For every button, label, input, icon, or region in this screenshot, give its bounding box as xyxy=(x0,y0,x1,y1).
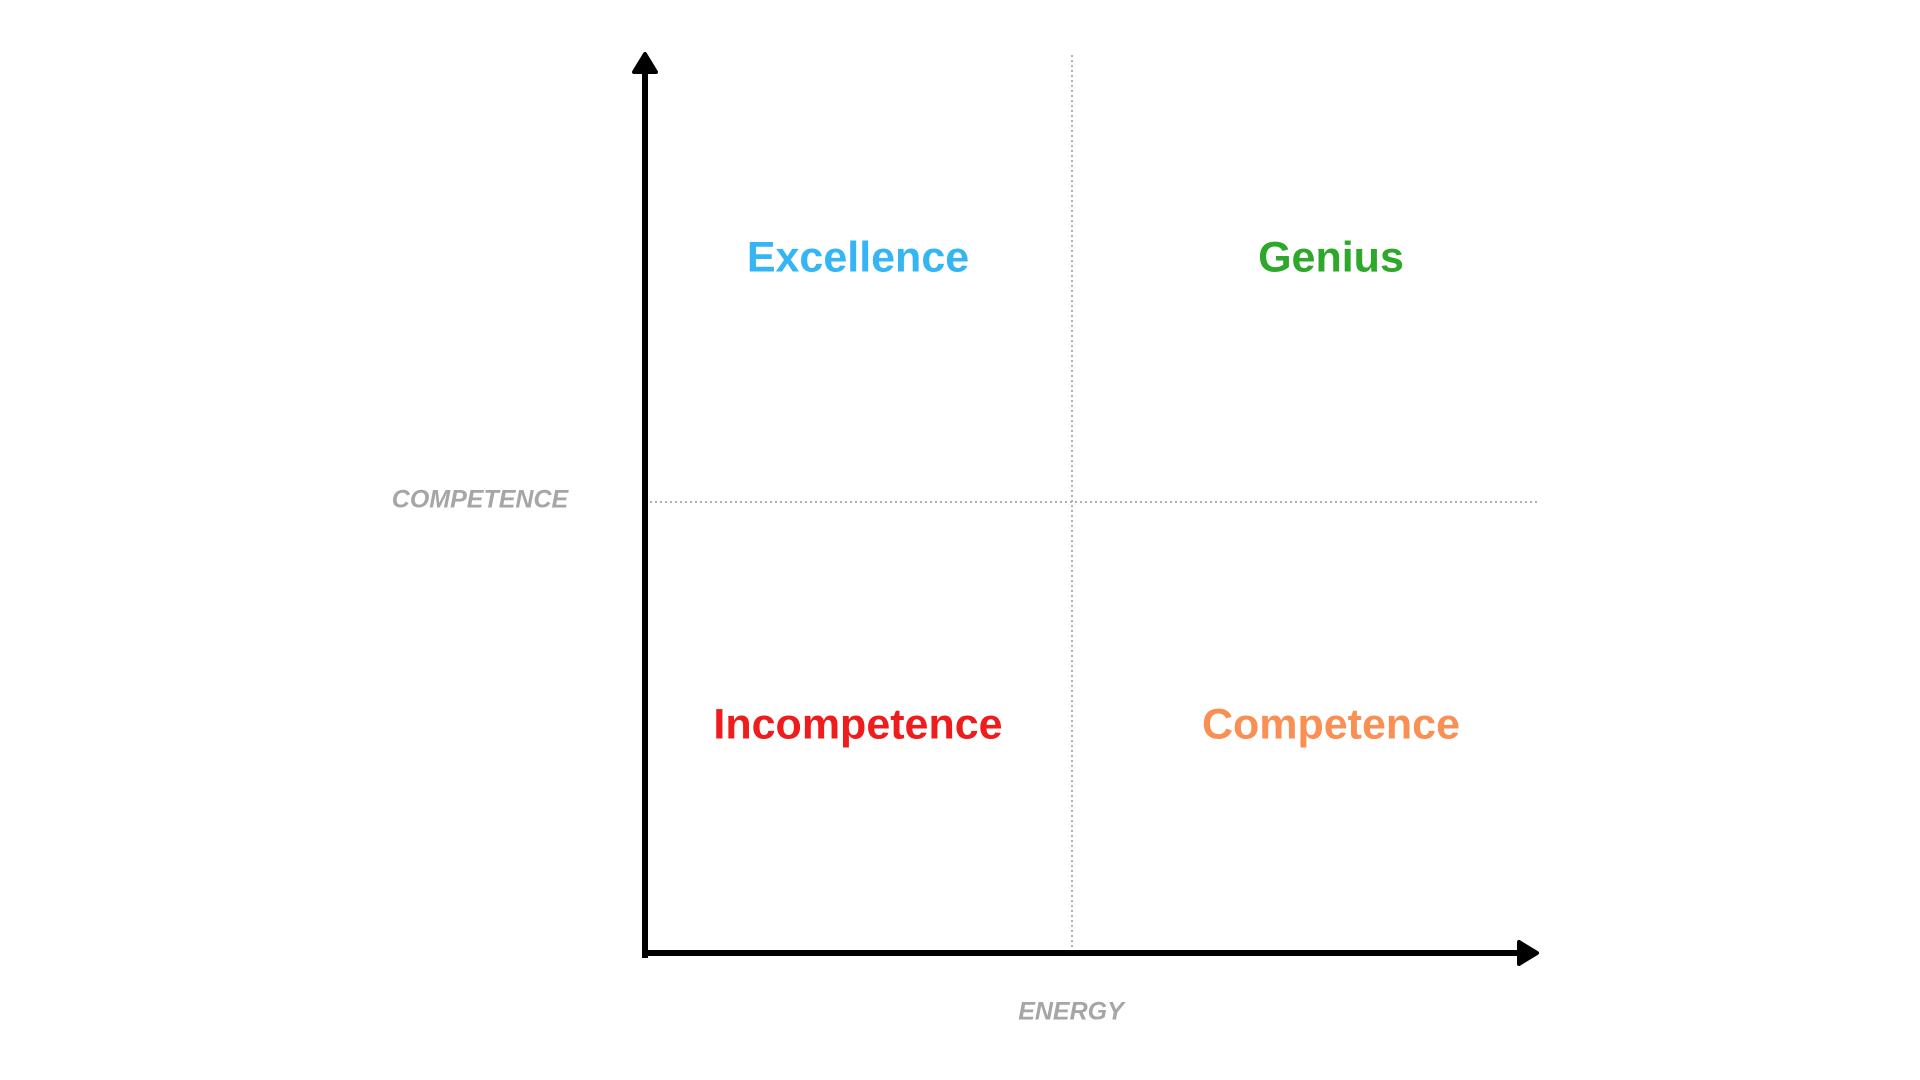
quadrant-label-genius: Genius xyxy=(1258,233,1404,281)
y-axis-label: COMPETENCE xyxy=(392,486,570,514)
quadrant-label-competence: Competence xyxy=(1202,700,1460,748)
quadrant-label-incompetence: Incompetence xyxy=(713,700,1002,748)
quadrant-label-excellence: Excellence xyxy=(747,233,969,281)
x-axis-label: ENERGY xyxy=(1018,998,1126,1026)
x-axis-arrowhead xyxy=(1517,940,1539,966)
y-axis-arrowhead xyxy=(632,52,658,74)
